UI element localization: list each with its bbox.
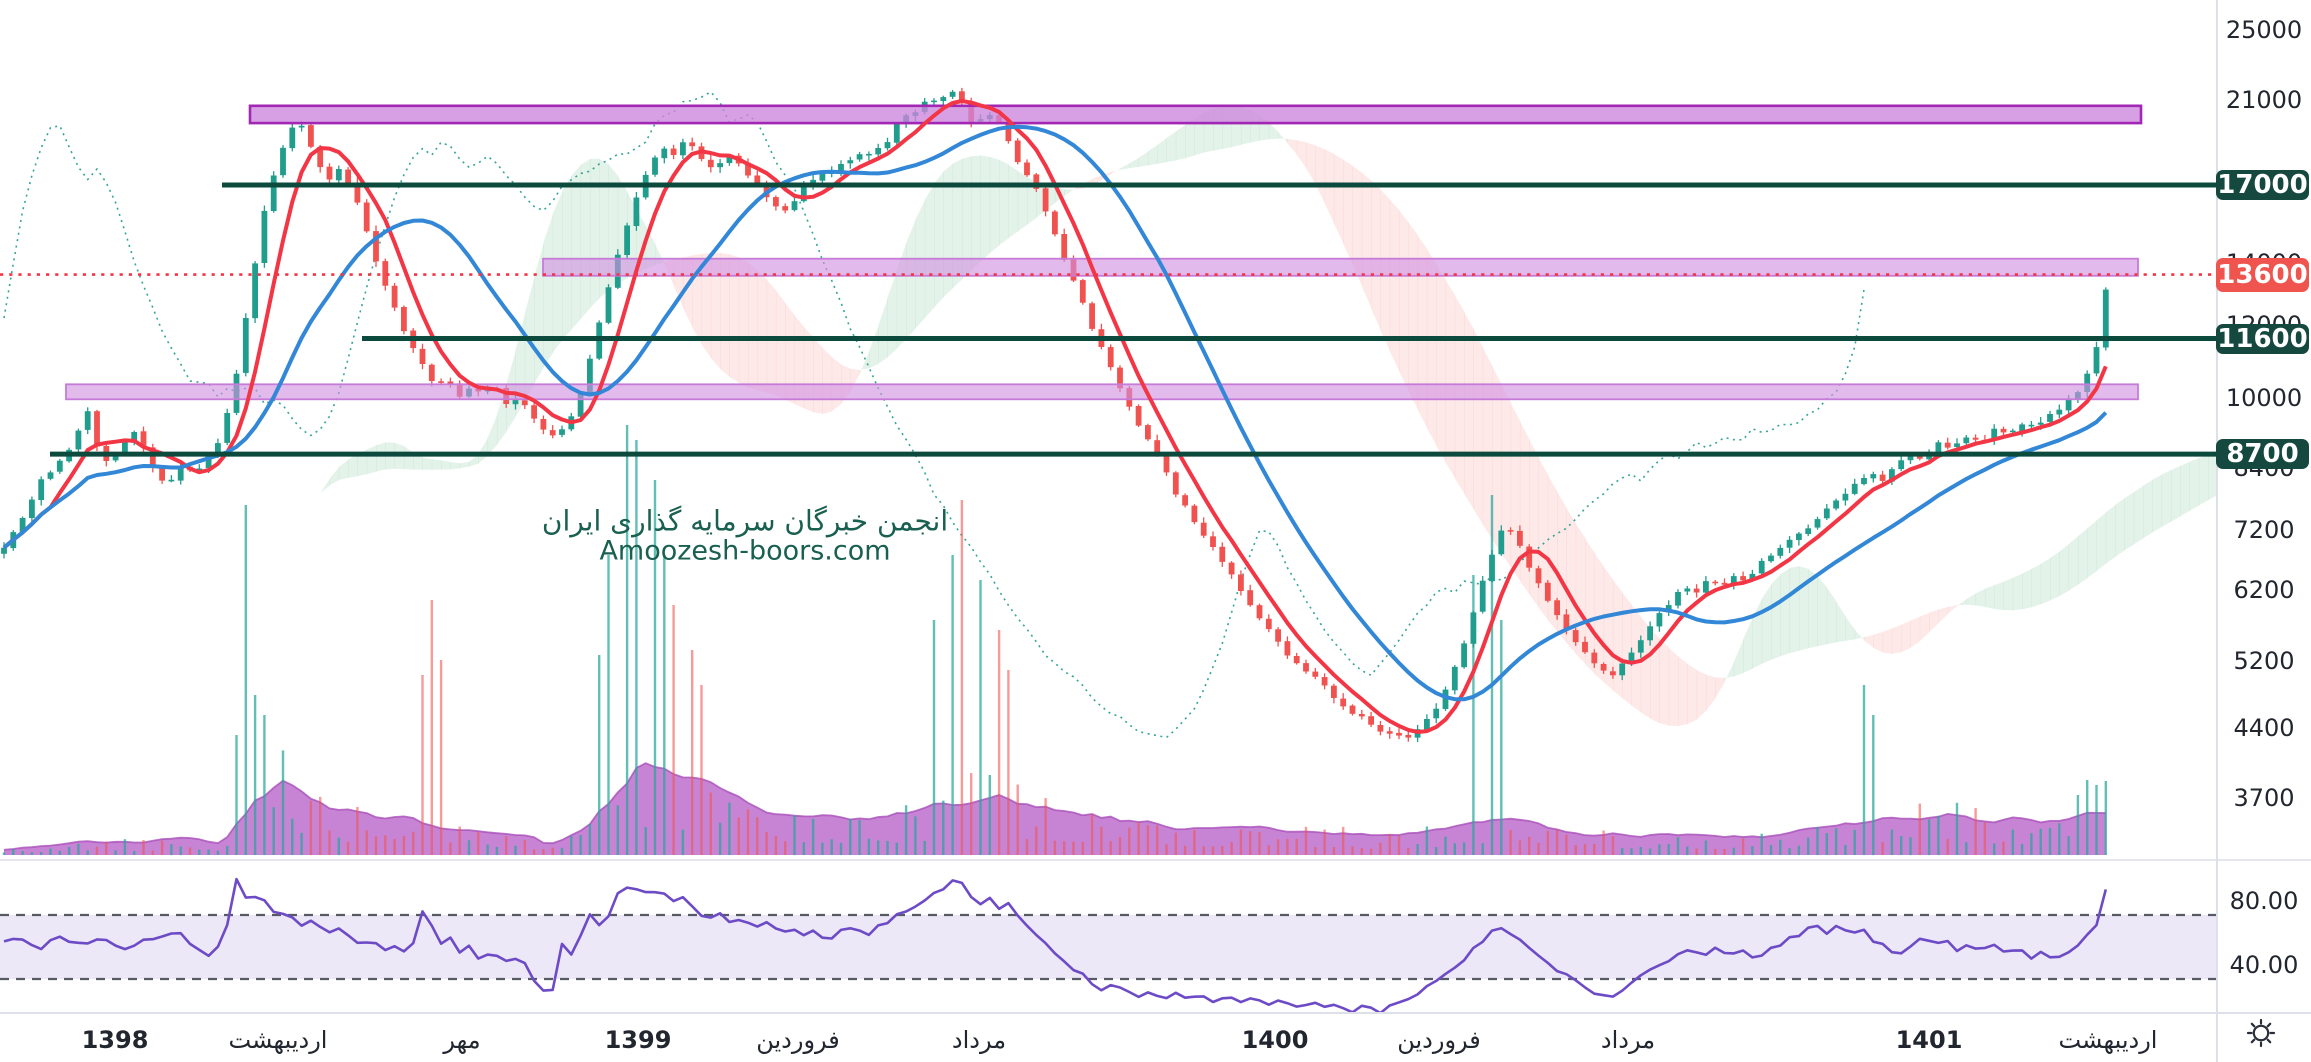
time-tick-month: اردیبهشت: [2058, 1026, 2158, 1054]
oscillator-tick-label: 40.00: [2229, 951, 2299, 979]
price-level-badge: 17000: [2216, 170, 2309, 200]
price-tick-label: 6200: [2233, 576, 2295, 604]
price-level-badge: 11600: [2216, 324, 2309, 354]
time-tick-month: مهر: [443, 1026, 481, 1054]
price-level-badge: 8700: [2216, 439, 2309, 469]
time-tick-year: 1399: [604, 1026, 672, 1054]
price-tick-label: 25000: [2225, 16, 2303, 44]
oscillator-line[interactable]: [3, 877, 2108, 1013]
oscillator-zone-fill: [0, 915, 2217, 979]
volume-ma-edge: [3, 762, 2106, 851]
time-tick-year: 1401: [1895, 1026, 1963, 1054]
volume-bars: [2, 425, 2107, 855]
price-tick-label: 3700: [2233, 784, 2295, 812]
price-tick-label: 10000: [2225, 384, 2303, 412]
ma-slow-line[interactable]: [2, 124, 2108, 702]
time-tick-month: اردیبهشت: [228, 1026, 328, 1054]
ichimoku-cloud: [245, 107, 2217, 727]
oscillator-tick-label: 80.00: [2229, 887, 2299, 915]
volume-ma-area: [4, 763, 2106, 855]
time-tick-year: 1398: [81, 1026, 149, 1054]
time-tick-month: مرداد: [1600, 1026, 1656, 1054]
time-tick-year: 1400: [1241, 1026, 1309, 1054]
last-price-badge: 13600: [2216, 258, 2309, 292]
price-tick-label: 4400: [2233, 714, 2295, 742]
price-tick-label: 21000: [2225, 86, 2303, 114]
price-tick-label: 5200: [2233, 647, 2295, 675]
chikou-span-line: [3, 90, 1865, 739]
time-tick-month: فروردین: [756, 1026, 840, 1054]
time-tick-month: مرداد: [951, 1026, 1007, 1054]
sun-icon: [2246, 1018, 2276, 1048]
time-tick-month: فروردین: [1397, 1026, 1481, 1054]
supply-demand-zones[interactable]: [65, 104, 2143, 401]
price-tick-label: 7200: [2233, 516, 2295, 544]
theme-toggle-button[interactable]: [2244, 1016, 2288, 1058]
